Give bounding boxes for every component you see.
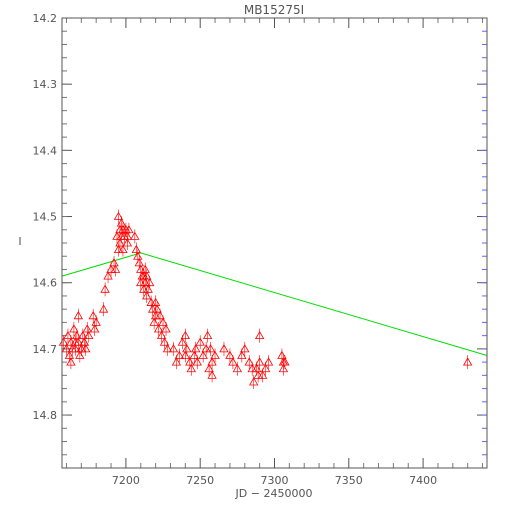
data-point [182,341,192,356]
data-point [144,275,155,290]
data-point [191,341,201,356]
data-point [58,335,69,350]
data-point [63,328,73,343]
data-point [118,242,128,257]
data-point [195,335,205,350]
plot-frame [61,17,488,469]
data-point [254,355,265,370]
y-axis: 14.2 14.3 14.4 14.5 14.6 14.7 14.8 [33,12,487,469]
data-point [73,308,84,323]
chart-title: MB15275I [244,3,304,17]
data-point [81,341,91,356]
data-point [202,328,213,343]
data-point [180,348,191,363]
data-point [205,341,216,356]
data-point [232,361,243,376]
data-point [210,348,220,363]
y-tick-label: 14.8 [33,409,58,422]
data-point [124,222,134,237]
x-tick-label: 7300 [261,474,289,487]
y-axis-label: I [18,235,21,248]
data-point-layer [58,209,473,389]
x-axis: 7200 7250 7300 7350 7400 [65,18,484,487]
data-point [70,335,81,350]
data-point [110,262,121,277]
x-tick-label: 7350 [335,474,363,487]
data-point [115,236,125,250]
data-point [155,308,165,323]
data-point [66,355,76,370]
data-point [122,229,133,244]
x-axis-label: JD − 2450000 [235,487,313,500]
data-point [91,315,101,330]
data-point [152,302,162,317]
y-tick-label: 14.7 [33,343,58,356]
data-point [219,341,229,356]
data-point [180,328,191,343]
data-point [100,282,110,297]
data-point [278,361,289,376]
data-point [159,335,170,350]
data-point [69,322,79,337]
data-point [84,328,94,343]
data-point [462,355,473,370]
y-tick-label: 14.5 [33,211,58,224]
data-point [161,322,171,337]
data-point [113,209,124,224]
data-point [143,282,153,297]
data-point [142,288,152,303]
fit-line [61,252,488,356]
data-point [192,355,202,370]
y-tick-label: 14.4 [33,144,58,157]
data-point [113,242,124,257]
data-point [158,315,168,330]
data-point [142,269,152,284]
data-point [186,361,196,376]
data-point [88,308,98,323]
data-point [244,355,254,370]
data-point [207,368,217,383]
data-point [263,355,274,370]
x-tick-label: 7250 [186,474,214,487]
data-point [174,348,185,363]
x-tick-label: 7200 [112,474,140,487]
data-point [240,341,250,356]
data-point [225,348,235,363]
data-point [254,328,265,343]
data-point [162,341,173,356]
y-tick-label: 14.2 [33,12,58,25]
data-point [75,348,85,363]
data-point [153,322,164,337]
data-point [98,302,109,317]
data-point [249,374,259,389]
data-point [168,341,179,356]
data-point [280,355,290,370]
data-point [61,341,72,356]
fit-line-layer [61,252,488,356]
data-point [130,229,140,244]
data-point [79,335,89,350]
data-point [156,328,167,343]
data-point [189,348,199,363]
y-tick-label: 14.6 [33,277,58,290]
data-point [149,315,159,330]
data-point [228,355,238,370]
data-point [90,322,100,337]
y-tick-label: 14.3 [33,78,58,91]
x-tick-label: 7400 [409,474,437,487]
